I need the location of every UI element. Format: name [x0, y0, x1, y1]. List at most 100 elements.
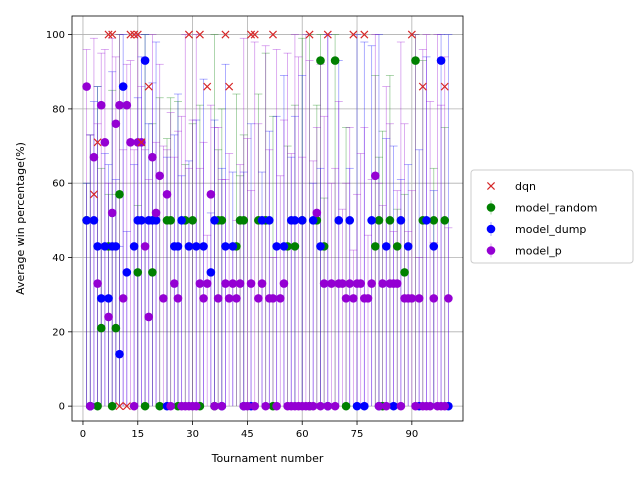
data-point — [85, 401, 95, 411]
data-point — [228, 242, 238, 251]
data-point — [137, 216, 146, 225]
data-point — [188, 216, 197, 225]
legend-item-model-dump: model_dump — [486, 222, 586, 236]
data-point — [122, 402, 131, 411]
y-axis-label: Average win percentage(%) — [14, 142, 27, 295]
data-point — [385, 216, 395, 225]
data-point — [100, 138, 110, 147]
data-point — [297, 216, 307, 225]
data-point — [429, 294, 439, 303]
data-point — [93, 279, 102, 288]
data-point — [250, 401, 260, 411]
legend-item-model-random: model_random — [486, 200, 597, 215]
data-point — [403, 242, 413, 251]
y-tick-label: 60 — [52, 179, 65, 190]
data-point — [89, 152, 99, 162]
data-point — [349, 30, 358, 39]
legend-item-dqn: dqn — [486, 180, 536, 193]
data-point — [89, 216, 99, 225]
data-point — [254, 294, 263, 303]
data-point — [308, 401, 318, 411]
data-point — [100, 242, 110, 251]
x-axis-ticks: 0 15 30 45 60 75 90 — [80, 421, 418, 440]
y-tick-label: 20 — [52, 327, 65, 338]
data-point — [96, 100, 106, 110]
data-point — [217, 216, 227, 225]
data-point — [177, 216, 186, 225]
data-point — [272, 401, 281, 411]
data-point — [166, 216, 175, 225]
series-model-dump — [82, 56, 453, 411]
data-point — [133, 30, 142, 39]
data-point — [440, 401, 450, 411]
data-point — [279, 242, 289, 251]
data-point — [411, 56, 420, 65]
series-layer — [82, 30, 453, 411]
data-point — [367, 216, 376, 225]
data-point — [148, 268, 157, 277]
data-point — [96, 323, 106, 333]
data-point — [140, 242, 150, 251]
series-model-p — [82, 82, 453, 411]
data-point — [235, 279, 245, 288]
data-point — [217, 401, 227, 411]
data-point — [107, 208, 117, 218]
data-point — [225, 82, 234, 91]
data-point — [82, 82, 91, 91]
data-point — [195, 30, 204, 39]
data-point — [129, 401, 139, 411]
data-point — [268, 294, 278, 303]
data-point — [381, 242, 391, 251]
data-point — [195, 279, 205, 288]
data-point — [323, 30, 332, 39]
data-point — [162, 190, 172, 199]
data-point — [407, 294, 417, 303]
data-point — [392, 279, 402, 288]
data-point — [356, 279, 365, 288]
data-point — [221, 279, 230, 288]
data-point — [107, 401, 117, 411]
data-point — [155, 401, 165, 411]
data-point — [338, 279, 347, 288]
data-point — [108, 30, 117, 39]
data-point — [316, 56, 325, 65]
data-point — [144, 312, 154, 322]
y-axis-ticks: 0 20 40 60 80 100 — [46, 30, 72, 413]
data-point — [250, 30, 259, 39]
data-point — [166, 401, 175, 411]
data-point — [191, 242, 201, 251]
data-point — [206, 268, 216, 277]
data-point — [210, 401, 219, 411]
data-point — [352, 401, 362, 411]
data-point — [341, 401, 351, 411]
data-point — [308, 216, 318, 225]
legend-label: model_dump — [515, 223, 586, 236]
data-point — [144, 82, 153, 91]
data-point — [170, 279, 179, 288]
data-point — [184, 242, 194, 251]
data-point — [118, 82, 128, 91]
data-point — [228, 279, 238, 288]
x-tick-label: 0 — [80, 429, 86, 440]
data-point — [210, 216, 219, 225]
data-point — [159, 294, 168, 303]
data-point — [191, 401, 201, 411]
data-point — [392, 242, 402, 251]
data-point — [363, 294, 373, 303]
data-point — [429, 216, 439, 225]
y-tick-label: 80 — [52, 104, 65, 115]
data-point — [206, 190, 216, 199]
data-point — [305, 30, 314, 39]
legend-label: dqn — [515, 180, 536, 193]
error-bars — [82, 34, 453, 407]
data-point — [334, 216, 344, 225]
data-point — [130, 30, 139, 39]
data-point — [93, 242, 102, 251]
data-point — [414, 294, 424, 303]
data-point — [436, 56, 446, 65]
data-point — [239, 216, 249, 225]
data-point — [330, 56, 340, 65]
data-point — [396, 401, 406, 411]
data-point — [360, 401, 369, 411]
